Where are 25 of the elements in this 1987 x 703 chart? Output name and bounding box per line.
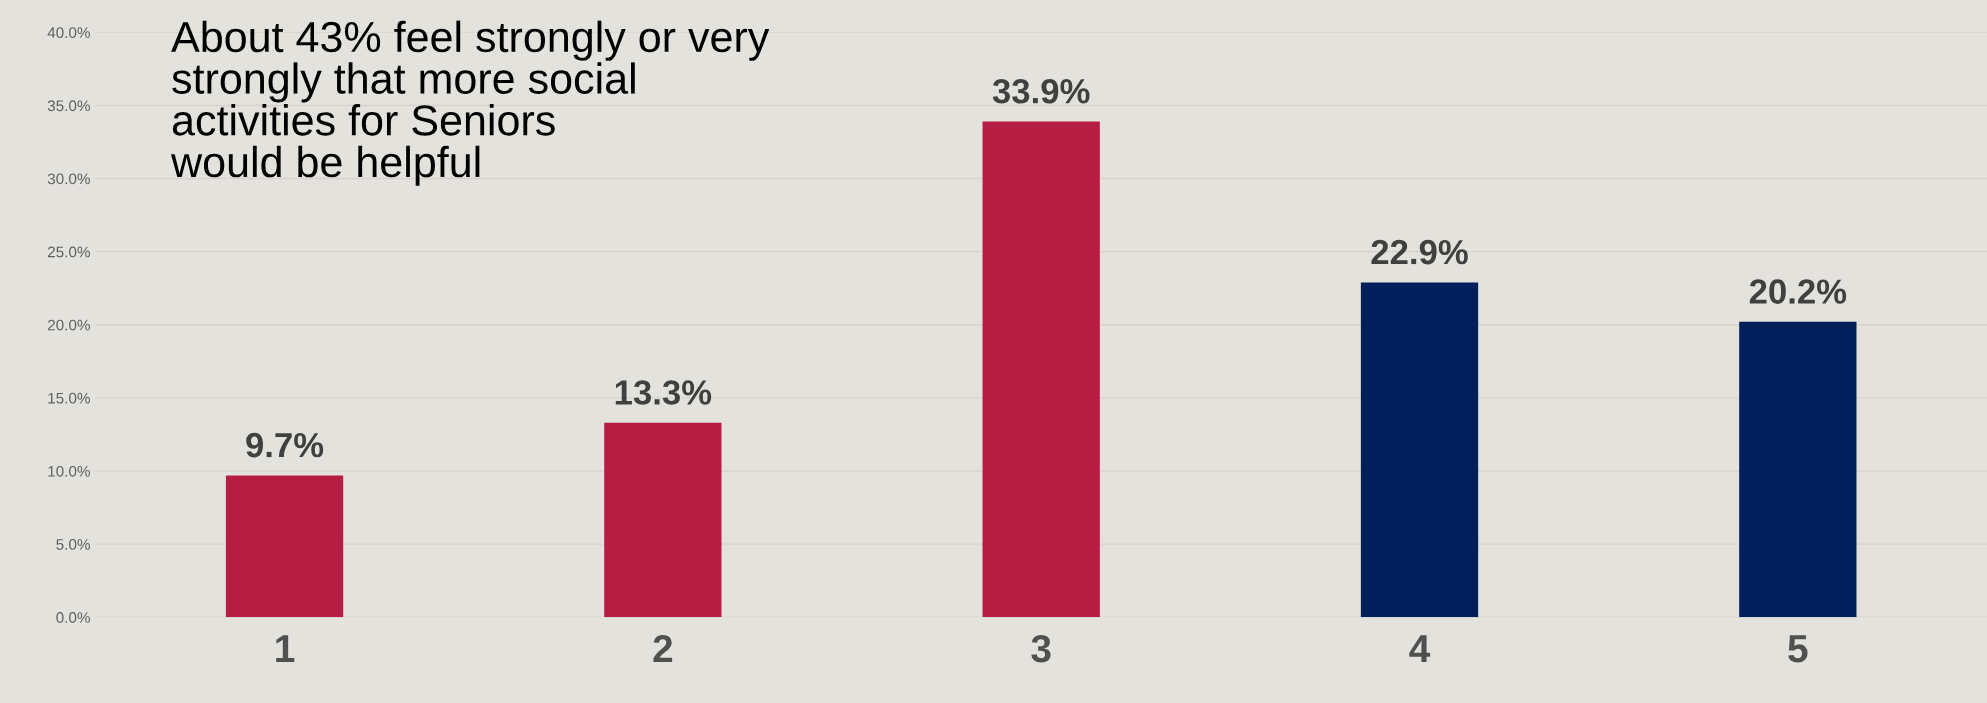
bar <box>604 422 722 618</box>
x-tick-label: 1 <box>276 635 295 663</box>
data-label: 9.7% <box>246 432 324 458</box>
data-label: 33.9% <box>992 78 1090 104</box>
y-tick-label: 30.0% <box>47 173 90 185</box>
y-tick-label: 0.0% <box>56 612 90 623</box>
bar <box>1739 321 1857 618</box>
annotation: About 43% feel strongly or very strongly that more social activities for Seniors would be helpful <box>170 20 770 186</box>
y-tick-label: 10.0% <box>48 465 90 477</box>
y-tick-label: 25.0% <box>47 246 90 258</box>
data-label: 13.3% <box>615 380 712 405</box>
bar <box>1360 282 1479 618</box>
y-tick-label: 35.0% <box>47 100 90 112</box>
y-tick-label: 20.0% <box>47 319 90 331</box>
data-label: 22.9% <box>1371 239 1468 265</box>
bar <box>982 121 1100 618</box>
bar <box>225 475 344 618</box>
x-tick-label: 5 <box>1788 635 1808 663</box>
x-tick-label: 3 <box>1031 634 1051 663</box>
y-tick-label: 15.0% <box>48 392 90 404</box>
data-label: 20.2% <box>1749 279 1847 304</box>
x-tick-label: 4 <box>1409 635 1431 663</box>
x-tick-label: 2 <box>653 634 673 663</box>
y-tick-label: 5.0% <box>56 538 90 550</box>
y-tick-label: 40.0% <box>47 27 90 39</box>
